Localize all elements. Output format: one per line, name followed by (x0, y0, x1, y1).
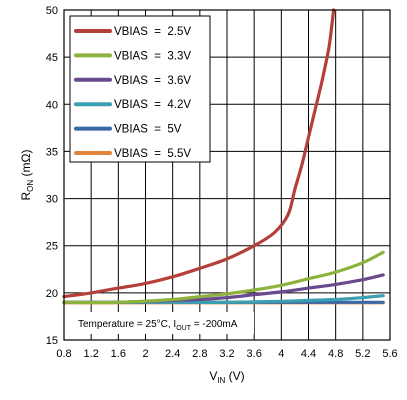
x-tick-label: 3.2 (219, 348, 234, 360)
legend-label-vbias-5: VBIAS = 5V (114, 124, 182, 136)
y-tick-label: 30 (46, 194, 58, 206)
legend: VBIAS = 2.5V VBIAS = 3.3V VBIAS = 3.6V VBIA… (69, 15, 211, 163)
x-tick-label: 5.2 (355, 348, 370, 360)
legend-label-vbias-2-5: VBIAS = 2.5V (114, 26, 191, 38)
y-axis-label: RON (mΩ) (19, 150, 35, 201)
y-tick-label: 35 (46, 146, 58, 158)
x-tick-label: 3.6 (247, 348, 262, 360)
x-tick-labels: 0.8 1.2 1.6 2 2.4 2.8 3.2 3.6 4 4.4 4.8 5.2 5.6 (56, 348, 397, 360)
x-tick-label: 2 (142, 348, 148, 360)
x-tick-label: 4 (278, 348, 284, 360)
y-tick-label: 50 (46, 5, 58, 17)
series-line-vbias-2-5 (62, 8, 336, 299)
x-tick-label: 0.8 (56, 348, 71, 360)
y-tick-label: 40 (46, 99, 58, 111)
legend-label-vbias-5-5: VBIAS = 5.5V (114, 148, 191, 160)
x-tick-label: 4.4 (301, 348, 316, 360)
y-tick-label: 45 (46, 52, 58, 64)
x-tick-label: 4.8 (328, 348, 343, 360)
y-tick-labels: 15 20 25 30 35 40 45 50 (46, 5, 58, 347)
y-tick-label: 15 (46, 335, 58, 347)
annotation-text: Temperature = 25°C, IOUT = -200mA (78, 319, 238, 332)
plot-frame (63, 9, 391, 341)
legend-box (69, 15, 211, 163)
series-lines (62, 8, 385, 305)
y-tick-label: 25 (46, 241, 58, 253)
legend-label-vbias-3-6: VBIAS = 3.6V (114, 75, 191, 87)
y-tick-label: 20 (46, 288, 58, 300)
x-tick-label: 1.2 (84, 348, 99, 360)
legend-items: VBIAS = 2.5V VBIAS = 3.3V VBIAS = 3.6V VBIA… (74, 26, 191, 160)
annotation-box (74, 312, 254, 334)
legend-label-vbias-3-3: VBIAS = 3.3V (114, 50, 191, 62)
series-line-vbias-3-3 (62, 250, 385, 305)
legend-label-vbias-4-2: VBIAS = 4.2V (114, 99, 191, 111)
x-tick-label: 2.8 (192, 348, 207, 360)
x-tick-label: 5.6 (382, 348, 397, 360)
annotation: Temperature = 25°C, IOUT = -200mA (74, 312, 254, 334)
x-tick-label: 1.6 (111, 348, 126, 360)
x-axis-label: VIN (V) (209, 369, 244, 385)
x-tick-label: 2.4 (165, 348, 180, 360)
